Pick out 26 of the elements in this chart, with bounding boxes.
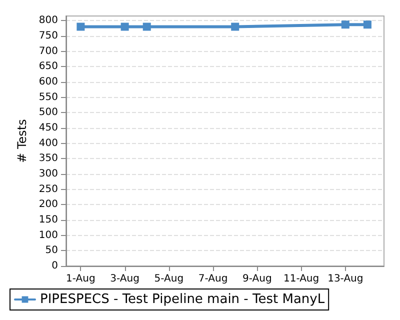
x-tick-label: 1-Aug	[66, 274, 96, 284]
y-tick-label: 350	[38, 153, 58, 164]
y-tick-label: 800	[38, 15, 58, 26]
y-tick-label: 450	[38, 122, 58, 134]
x-tick-label: 7-Aug	[198, 274, 228, 284]
y-tick-label: 250	[38, 184, 58, 195]
y-tick-label: 100	[38, 230, 58, 241]
x-tick-label: 9-Aug	[242, 274, 272, 284]
y-tick-label: 700	[38, 46, 58, 57]
y-axis-title: # Tests	[15, 119, 29, 163]
y-tick-label: 750	[38, 30, 58, 42]
y-tick-label: 50	[45, 245, 58, 256]
y-tick-label: 500	[38, 107, 58, 118]
y-tick-label: 0	[52, 260, 58, 272]
x-tick-label: 13-Aug	[328, 274, 364, 284]
y-tick-label: 300	[38, 168, 58, 180]
y-tick-label: 150	[38, 214, 58, 226]
y-tick-label: 600	[38, 76, 58, 88]
x-tick-label: 5-Aug	[154, 274, 184, 284]
y-tick-label: 650	[38, 61, 58, 72]
x-tick-label: 11-Aug	[283, 274, 320, 284]
legend-label: PIPESPECS - Test Pipeline main - Test ManyL	[40, 292, 326, 307]
x-tick-label: 3-Aug	[110, 274, 140, 284]
y-tick-label: 200	[38, 199, 58, 210]
y-tick-label: 550	[38, 92, 58, 103]
y-tick-label: 400	[38, 138, 58, 149]
